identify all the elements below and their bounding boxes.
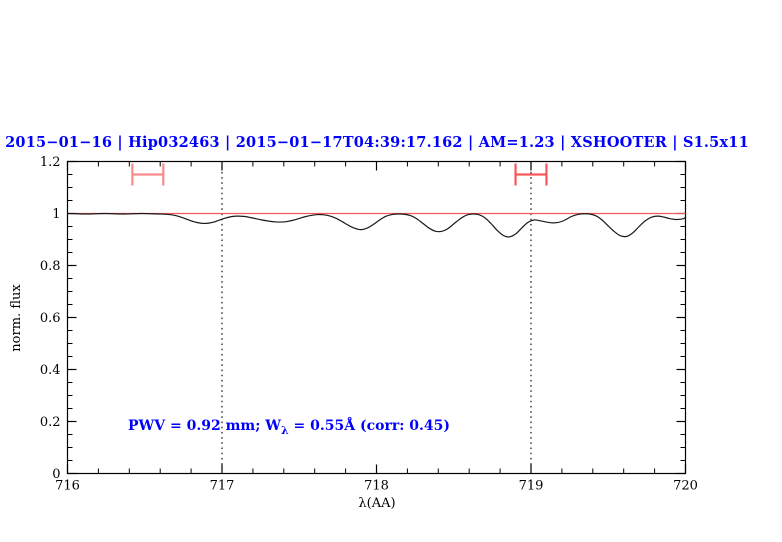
y-tick-label: 0.8 [40, 259, 61, 274]
x-axis-title: λ(AA) [358, 496, 395, 511]
x-axis-tick-labels: 716 717 718 719 720 [55, 479, 698, 494]
x-tick-label: 719 [519, 479, 544, 494]
y-axis-tick-labels: 0 0.2 0.4 0.6 0.8 1 1.2 [40, 155, 61, 482]
pwv-annotation: PWV = 0.92 mm; Wλ = 0.55Å (corr: 0.45) [128, 416, 450, 437]
pwv-annotation-tail: = 0.55Å (corr: 0.45) [289, 416, 450, 434]
y-tick-label: 0.6 [40, 311, 61, 326]
y-tick-label: 1.2 [40, 155, 61, 170]
equivalent-width-marker-right [514, 163, 548, 186]
x-tick-label: 716 [55, 479, 80, 494]
y-tick-label: 1 [52, 207, 60, 222]
y-tick-label: 0.4 [40, 363, 61, 378]
equivalent-width-markers [131, 163, 548, 186]
page-title: 2015−01−16 | Hip032463 | 2015−01−17T04:3… [5, 134, 749, 151]
equivalent-width-marker-left [131, 163, 165, 186]
spectrum-trace [66, 212, 687, 238]
y-tick-label: 0.2 [40, 415, 61, 430]
y-tick-label: 0 [52, 467, 60, 482]
x-tick-label: 720 [673, 479, 698, 494]
y-axis-title: norm. flux [9, 284, 24, 352]
x-tick-label: 718 [364, 479, 389, 494]
x-tick-label: 717 [210, 479, 235, 494]
pwv-annotation-subscript: λ [281, 424, 289, 437]
pwv-annotation-main: PWV = 0.92 mm; W [128, 418, 281, 434]
